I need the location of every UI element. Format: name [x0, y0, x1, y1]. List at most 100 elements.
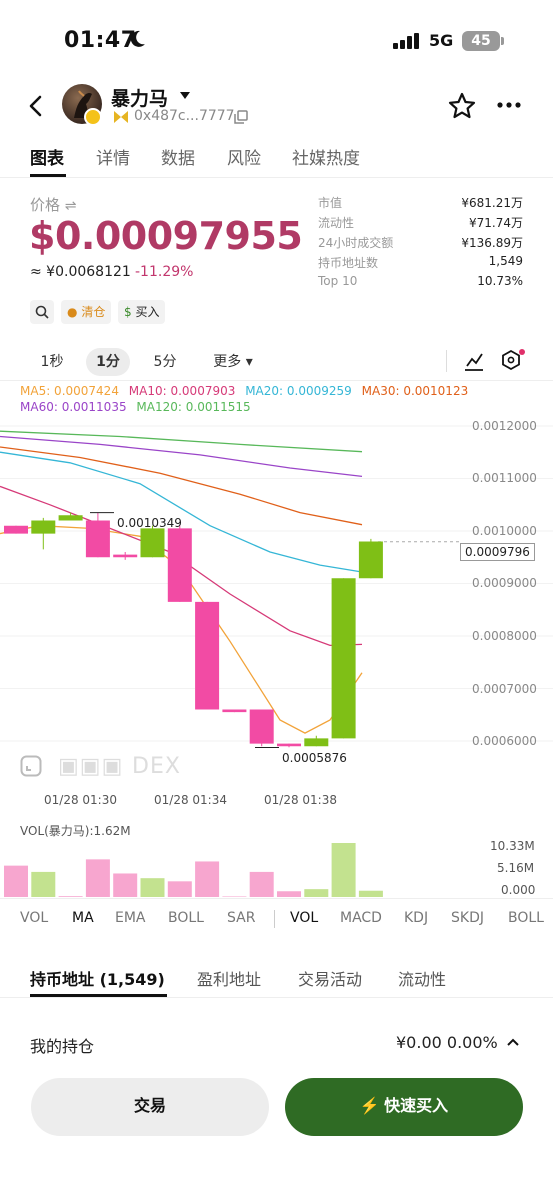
x-tick: 01/28 01:34: [154, 793, 227, 807]
stat-label: 流动性: [318, 216, 355, 230]
fullscreen-icon[interactable]: [20, 755, 42, 777]
ma20-label: MA20: 0.0009259: [245, 384, 352, 398]
candle[interactable]: [331, 578, 356, 739]
swap-icon[interactable]: ⇌: [64, 198, 77, 214]
candle[interactable]: [113, 554, 138, 558]
volume-bar: [331, 843, 356, 897]
y-tick: 0.0008000: [472, 629, 537, 643]
candle[interactable]: [85, 520, 110, 558]
indicator-kdj[interactable]: KDJ: [404, 910, 429, 926]
ma-legend-row-2: MA60: 0.0011035 MA120: 0.0011515: [20, 400, 251, 414]
tab-liquidity[interactable]: 流动性: [398, 970, 447, 989]
indicator-ma[interactable]: MA: [72, 910, 94, 926]
stat-label: Top 10: [318, 274, 358, 288]
tab-social[interactable]: 社媒热度: [292, 149, 360, 169]
ma-line: [0, 446, 363, 526]
low-price-label: 0.0005876: [282, 751, 347, 765]
network-type: 5G: [429, 31, 454, 50]
volume-bar: [358, 890, 383, 897]
volume-bar: [304, 889, 329, 897]
copy-icon[interactable]: [234, 110, 248, 124]
bowtie-icon: [114, 111, 128, 123]
indicator-icon[interactable]: [463, 350, 485, 372]
ma30-label: MA30: 0.0010123: [361, 384, 469, 398]
indicator-sar[interactable]: SAR: [227, 910, 256, 926]
timeframe-5m[interactable]: 5分: [153, 354, 177, 370]
vol-tick: 5.16M: [497, 861, 535, 875]
candle[interactable]: [358, 541, 383, 579]
y-tick: 0.0011000: [472, 471, 537, 485]
candle[interactable]: [4, 525, 28, 534]
indicator-boll[interactable]: BOLL: [168, 910, 204, 926]
price-chart[interactable]: [0, 415, 553, 805]
search-icon: [35, 305, 49, 319]
indicator-vol[interactable]: VOL: [20, 910, 49, 926]
timeframe-more[interactable]: 更多 ▾: [213, 354, 253, 370]
tab-holders[interactable]: 持币地址 (1,549): [30, 970, 165, 989]
ma-line: [0, 485, 363, 647]
candle[interactable]: [195, 601, 220, 710]
stat-value: 10.73%: [477, 274, 523, 288]
back-arrow-icon[interactable]: [28, 95, 44, 117]
volume-bar: [222, 896, 247, 897]
vol-tick: 10.33M: [490, 839, 535, 853]
token-name[interactable]: 暴力马: [111, 88, 169, 110]
tab-profit-addresses[interactable]: 盈利地址: [197, 970, 262, 989]
tab-risk[interactable]: 风险: [227, 149, 261, 169]
ma-legend-row-1: MA5: 0.0007424 MA10: 0.0007903 MA20: 0.0…: [20, 384, 468, 398]
y-tick: 0.0007000: [472, 682, 537, 696]
settings-hex-icon[interactable]: [500, 348, 526, 374]
indicator-ema[interactable]: EMA: [115, 910, 146, 926]
indicator-macd[interactable]: MACD: [340, 910, 382, 926]
high-price-label: 0.0010349: [117, 516, 182, 530]
x-tick: 01/28 01:38: [264, 793, 337, 807]
holdings-label: 我的持仓: [30, 1037, 95, 1056]
trade-button[interactable]: 交易: [31, 1078, 269, 1136]
ma-line: [0, 430, 363, 453]
x-tick: 01/28 01:30: [44, 793, 117, 807]
tab-chart[interactable]: 图表: [30, 149, 64, 169]
candle[interactable]: [249, 709, 274, 744]
tab-details[interactable]: 详情: [96, 149, 130, 169]
candle[interactable]: [31, 520, 56, 534]
stat-label: 市值: [318, 196, 343, 210]
caret-down-icon[interactable]: [180, 92, 190, 100]
clear-position-chip[interactable]: ● 清仓: [61, 300, 112, 324]
candle[interactable]: [140, 528, 165, 558]
candle[interactable]: [167, 528, 192, 602]
volume-bar: [58, 896, 83, 897]
timeframe-1m[interactable]: 1分: [86, 348, 130, 376]
status-time: 01:47: [64, 28, 137, 53]
tab-trade-activity[interactable]: 交易活动: [298, 970, 363, 989]
chain-badge-icon: [84, 108, 102, 126]
ma60-label: MA60: 0.0011035: [20, 400, 127, 414]
star-icon[interactable]: [448, 92, 476, 120]
stat-value: ¥71.74万: [469, 216, 523, 230]
volume-bar: [113, 873, 138, 897]
lightning-icon: ⚡: [359, 1098, 380, 1115]
timeframe-1s[interactable]: 1秒: [40, 354, 64, 370]
signal-icon: [393, 33, 419, 49]
candle[interactable]: [222, 709, 247, 713]
ma5-label: MA5: 0.0007424: [20, 384, 119, 398]
search-chip[interactable]: [30, 300, 54, 324]
battery-tip: [501, 37, 504, 45]
indicator-vol-sub[interactable]: VOL: [290, 910, 319, 926]
holdings-value: ¥0.00 0.00%: [396, 1033, 498, 1052]
ma-line: [0, 435, 363, 478]
candle[interactable]: [277, 743, 301, 747]
price-value: $0.00097955: [29, 214, 303, 258]
candle[interactable]: [304, 738, 329, 747]
more-icon[interactable]: [497, 102, 521, 108]
candle[interactable]: [58, 515, 83, 521]
indicator-boll-sub[interactable]: BOLL: [508, 910, 544, 926]
volume-bar: [195, 861, 220, 897]
buy-chip[interactable]: $ 买入: [118, 300, 166, 324]
quick-buy-button[interactable]: ⚡ 快速买入: [285, 1078, 523, 1136]
tab-data[interactable]: 数据: [161, 149, 195, 169]
stat-value: ¥681.21万: [461, 196, 523, 210]
indicator-skdj[interactable]: SKDJ: [451, 910, 484, 926]
chevron-up-icon[interactable]: [506, 1037, 520, 1047]
volume-label: VOL(暴力马):1.62M: [20, 824, 131, 838]
ma120-label: MA120: 0.0011515: [136, 400, 251, 414]
